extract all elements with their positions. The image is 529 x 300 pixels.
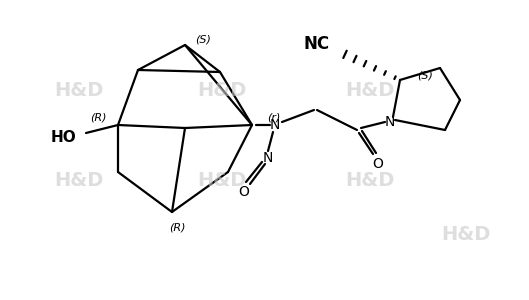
Text: (S): (S) — [195, 34, 211, 44]
Text: H&D: H&D — [197, 170, 247, 190]
Text: (S): (S) — [417, 70, 433, 80]
Text: H&D: H&D — [441, 224, 490, 244]
Text: H&D: H&D — [54, 170, 104, 190]
Text: N: N — [385, 115, 395, 129]
Text: H&D: H&D — [345, 170, 395, 190]
Text: H&D: H&D — [54, 80, 104, 100]
Text: NC: NC — [304, 35, 330, 53]
Text: N: N — [270, 118, 280, 132]
Text: H&D: H&D — [345, 80, 395, 100]
Text: N: N — [263, 151, 273, 165]
Text: (R): (R) — [169, 223, 185, 233]
Text: O: O — [239, 185, 250, 199]
Text: (r): (r) — [267, 112, 281, 122]
Text: O: O — [372, 157, 384, 171]
Text: H&D: H&D — [197, 80, 247, 100]
Text: (R): (R) — [90, 112, 106, 122]
Text: HO: HO — [50, 130, 76, 145]
